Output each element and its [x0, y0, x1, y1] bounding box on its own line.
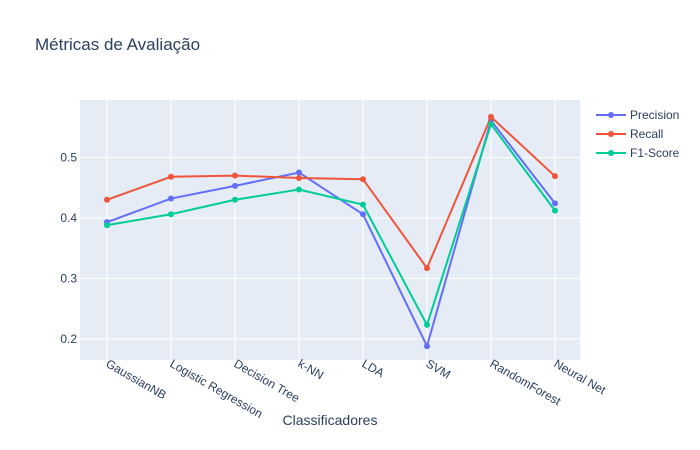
data-point[interactable] — [424, 265, 430, 272]
series-layer — [104, 113, 558, 350]
data-point[interactable] — [104, 196, 110, 203]
data-point[interactable] — [296, 186, 302, 193]
y-axis-ticks: 0.2 0.3 0.4 0.5 — [60, 150, 77, 345]
x-gridlines — [106, 100, 556, 360]
series-line — [106, 115, 556, 271]
data-point[interactable] — [232, 182, 238, 189]
data-point[interactable] — [552, 207, 558, 214]
data-point[interactable] — [104, 222, 110, 229]
legend-swatch-marker — [608, 131, 614, 137]
data-point[interactable] — [232, 172, 238, 179]
data-point[interactable] — [168, 211, 174, 218]
series-recall — [104, 113, 558, 272]
data-point[interactable] — [232, 196, 238, 203]
data-point[interactable] — [296, 169, 302, 176]
legend-item[interactable]: F1-Score — [596, 146, 680, 160]
data-point[interactable] — [296, 175, 302, 181]
x-axis-title: Classificadores — [283, 412, 378, 428]
data-point[interactable] — [552, 200, 558, 207]
series-f1-score — [104, 121, 558, 328]
legend-label: F1-Score — [630, 146, 680, 160]
y-tick-label: 0.3 — [60, 271, 77, 285]
y-tick-label: 0.4 — [60, 211, 77, 225]
data-point[interactable] — [488, 121, 494, 128]
data-point[interactable] — [488, 113, 494, 120]
data-point[interactable] — [360, 176, 366, 183]
legend-label: Precision — [630, 108, 679, 122]
plot-background — [80, 100, 580, 360]
data-point[interactable] — [552, 173, 558, 180]
legend-swatch-marker — [608, 150, 614, 156]
y-tick-label: 0.5 — [60, 150, 77, 164]
data-point[interactable] — [360, 201, 366, 208]
legend-item[interactable]: Precision — [596, 108, 679, 122]
data-point[interactable] — [168, 195, 174, 202]
data-point[interactable] — [424, 321, 430, 328]
legend: Precision Recall F1-Score — [596, 108, 680, 160]
data-point[interactable] — [360, 211, 366, 218]
data-point[interactable] — [168, 173, 174, 180]
y-gridlines — [80, 156, 580, 340]
legend-label: Recall — [630, 127, 663, 141]
series-line — [106, 122, 556, 328]
legend-item[interactable]: Recall — [596, 127, 663, 141]
y-tick-label: 0.2 — [60, 332, 77, 346]
data-point[interactable] — [424, 343, 430, 350]
legend-swatch-marker — [608, 112, 614, 118]
chart-title: Métricas de Avaliação — [35, 35, 200, 54]
